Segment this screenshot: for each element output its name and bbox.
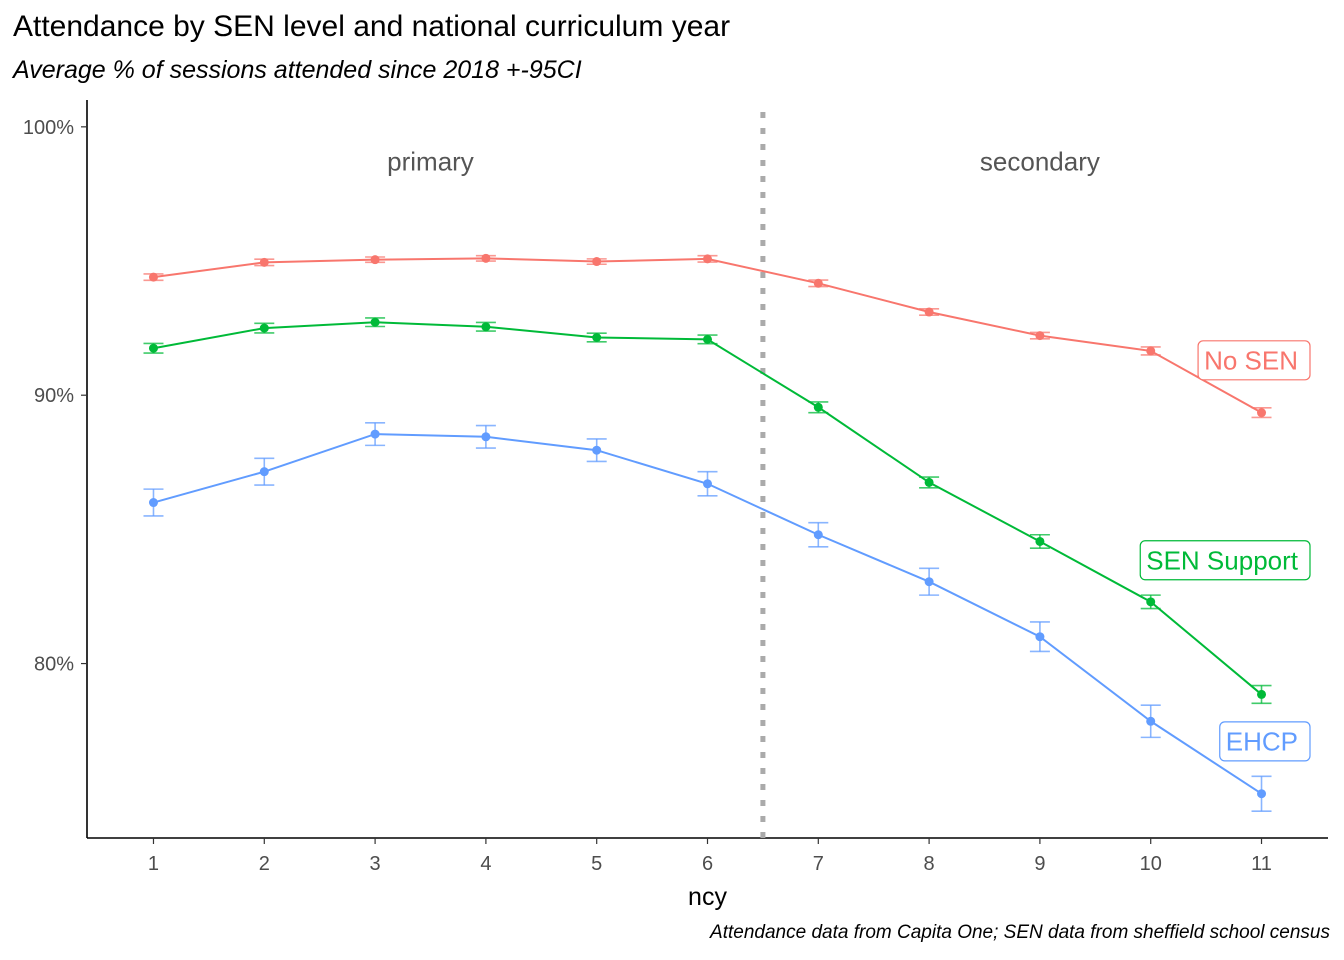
data-point bbox=[1035, 536, 1045, 546]
data-point bbox=[1035, 331, 1045, 341]
data-point bbox=[1035, 632, 1045, 642]
y-tick-label: 80% bbox=[34, 654, 74, 676]
series-layer bbox=[143, 253, 1272, 812]
annotation-layer: primary secondary bbox=[387, 147, 1100, 177]
x-tick-label: 2 bbox=[259, 853, 270, 875]
data-point bbox=[481, 322, 491, 332]
data-point bbox=[259, 467, 269, 477]
data-point bbox=[813, 530, 823, 540]
x-tick-label: 8 bbox=[924, 853, 935, 875]
data-point bbox=[259, 323, 269, 333]
y-tick-label: 100% bbox=[23, 117, 74, 139]
data-point bbox=[813, 402, 823, 412]
x-tick-label: 9 bbox=[1034, 853, 1045, 875]
series-label-text: No SEN bbox=[1204, 346, 1298, 376]
data-point bbox=[924, 307, 934, 317]
annotation-primary: primary bbox=[387, 147, 474, 177]
y-tick-label: 90% bbox=[34, 385, 74, 407]
data-point bbox=[703, 479, 712, 489]
data-point bbox=[370, 255, 380, 265]
data-point bbox=[481, 432, 491, 442]
data-point bbox=[703, 254, 712, 264]
data-point bbox=[370, 317, 380, 327]
series-label-box bbox=[1219, 721, 1311, 762]
data-point bbox=[259, 257, 269, 267]
series-label-box bbox=[1197, 340, 1311, 381]
series-sen-support bbox=[143, 317, 1272, 705]
chart-title: Attendance by SEN level and national cur… bbox=[13, 10, 731, 43]
series-label-no-sen: No SEN bbox=[1197, 340, 1311, 381]
x-tick-label: 11 bbox=[1251, 853, 1272, 875]
series-label-ehcp: EHCP bbox=[1219, 721, 1311, 762]
x-tick-label: 6 bbox=[702, 853, 713, 875]
data-point bbox=[148, 272, 158, 282]
data-point bbox=[924, 577, 934, 587]
data-point bbox=[1257, 408, 1267, 418]
data-point bbox=[1146, 346, 1156, 356]
data-point bbox=[592, 257, 602, 267]
data-point bbox=[924, 477, 934, 487]
annotation-secondary: secondary bbox=[980, 147, 1100, 177]
series-label-text: SEN Support bbox=[1146, 546, 1299, 576]
series-label-box bbox=[1139, 540, 1311, 581]
x-tick-label: 1 bbox=[148, 853, 159, 875]
data-point bbox=[703, 334, 712, 344]
series-ehcp bbox=[143, 422, 1272, 812]
data-point bbox=[592, 333, 602, 343]
axes: 80% 90% 100% 1 2 3 4 5 6 7 8 9 10 11 ncy bbox=[23, 100, 1328, 911]
data-point bbox=[813, 278, 823, 288]
chart-caption: Attendance data from Capita One; SEN dat… bbox=[710, 922, 1330, 943]
chart-subtitle: Average % of sessions attended since 201… bbox=[13, 56, 582, 84]
data-point bbox=[370, 429, 380, 439]
series-line-sen-support bbox=[153, 321, 1263, 696]
series-label-text: EHCP bbox=[1226, 727, 1298, 757]
x-tick-label: 4 bbox=[480, 853, 491, 875]
series-no-sen bbox=[143, 253, 1272, 419]
x-axis-label: ncy bbox=[688, 883, 727, 911]
x-tick-label: 7 bbox=[813, 853, 824, 875]
data-point bbox=[1257, 689, 1267, 699]
data-point bbox=[1146, 716, 1156, 726]
data-point bbox=[1257, 789, 1267, 799]
data-point bbox=[148, 498, 158, 508]
data-point bbox=[481, 253, 491, 263]
series-label-sen-support: SEN Support bbox=[1139, 540, 1311, 581]
x-tick-label: 5 bbox=[591, 853, 602, 875]
x-tick-label: 3 bbox=[370, 853, 381, 875]
x-tick-label: 10 bbox=[1140, 853, 1162, 875]
data-point bbox=[148, 343, 158, 353]
series-label-layer: No SEN SEN Support EHCP bbox=[1139, 340, 1311, 762]
data-point bbox=[1146, 597, 1156, 607]
data-point bbox=[592, 445, 602, 455]
